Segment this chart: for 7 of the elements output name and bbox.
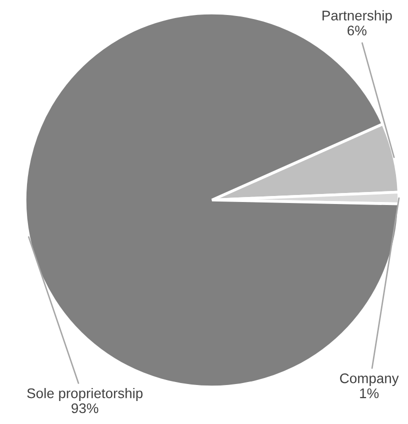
slice-label: Sole proprietorship [27,388,143,401]
data-label: 6% [348,26,366,36]
data-label: 1% [360,388,379,398]
slice-label: Company [340,373,399,386]
data-label: 93% [72,403,98,414]
slice-label: Partnership [322,10,392,24]
pie-slice [24,12,400,388]
